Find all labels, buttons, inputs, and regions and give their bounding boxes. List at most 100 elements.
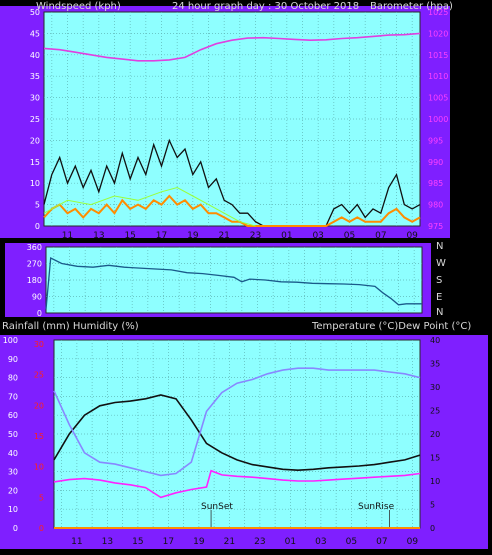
rainfall-tick-label: 20 [34,401,44,410]
barometer-line [43,32,421,62]
wind-average-line [43,194,421,227]
rain-humidity-label: Rainfall (mm) Humidity (%) [2,321,139,332]
humidity-tick-label: 30 [8,468,18,477]
direction-label-e: E [436,292,442,303]
top-x-tick-label: 13 [93,231,104,241]
barometer-tick-label: 1025 [428,8,448,17]
windspeed-tick-label: 15 [30,158,40,167]
direction-label-s: S [436,275,442,286]
top-plot-area [43,11,421,227]
barometer-tick-label: 1015 [428,51,448,60]
windspeed-tick-label: 5 [35,201,40,210]
temperature-tick-label: 15 [430,454,440,463]
temperature-tick-label: 30 [430,383,440,392]
temperature-tick-label: 10 [430,477,440,486]
humidity-tick-label: 90 [8,355,18,364]
temperature-tick-label: 20 [430,430,440,439]
top-x-tick-label: 07 [375,231,386,241]
top-x-tick-label: 23 [250,231,261,241]
bottom-x-tick-label: 13 [102,537,113,547]
direction-plot-area [45,246,423,314]
windspeed-tick-label: 40 [30,51,40,60]
humidity-tick-label: 100 [3,336,18,345]
humidity-tick-label: 60 [8,411,18,420]
bottom-x-tick-label: 01 [285,537,296,547]
bottom-x-tick-label: 21 [224,537,235,547]
windspeed-tick-label: 0 [35,222,40,231]
direction-label-n-top: N [436,241,443,252]
bottom-x-tick-label: 23 [254,537,265,547]
temperature-tick-label: 25 [430,407,440,416]
dew-point-line [53,469,421,499]
barometer-tick-label: 1000 [428,115,448,124]
top-x-tick-label: 15 [124,231,135,241]
header-barometer-label: Barometer (hpa) [370,1,453,12]
temperature-line [53,394,421,472]
windspeed-tick-label: 25 [30,115,40,124]
top-x-tick-label: 01 [281,231,292,241]
top-x-tick-label: 09 [406,231,418,241]
top-x-tick-label: 17 [156,231,167,241]
temperature-tick-label: 40 [430,336,440,345]
humidity-tick-label: 10 [8,505,18,514]
bottom-x-tick-label: 05 [346,537,357,547]
tick-labels: 0510152025303540455097598098599099510001… [3,8,449,547]
wind-extra-line [43,186,256,227]
barometer-tick-label: 975 [428,222,443,231]
windspeed-tick-label: 45 [30,29,40,38]
windspeed-tick-label: 10 [30,179,40,188]
direction-tick-label: 0 [37,309,42,318]
rainfall-tick-label: 15 [34,432,44,441]
windspeed-tick-label: 50 [30,8,40,17]
grid-lines [44,12,422,528]
windspeed-tick-label: 35 [30,72,40,81]
barometer-tick-label: 995 [428,136,443,145]
direction-label-n-bottom: N [436,307,443,318]
top-x-tick-label: 03 [312,231,323,241]
humidity-tick-label: 0 [13,524,18,533]
barometer-tick-label: 980 [428,201,443,210]
rainfall-tick-label: 5 [39,493,44,502]
rainfall-tick-label: 0 [39,524,44,533]
direction-tick-label: 90 [32,293,42,302]
rainfall-tick-label: 10 [34,463,44,472]
barometer-tick-label: 1020 [428,29,448,38]
sunset-label: SunSet [201,502,233,512]
humidity-tick-label: 50 [8,430,18,439]
direction-tick-label: 270 [27,260,42,269]
direction-tick-label: 360 [27,243,42,252]
humidity-tick-label: 70 [8,392,18,401]
sunrise-label: SunRise [358,502,395,512]
barometer-tick-label: 990 [428,158,443,167]
bottom-x-tick-label: 17 [163,537,174,547]
temperature-tick-label: 5 [430,501,435,510]
rainfall-tick-label: 30 [34,340,44,349]
header-windspeed-label: Windspeed (kph) [36,1,121,12]
bottom-x-tick-label: 09 [407,537,419,547]
top-x-tick-label: 05 [344,231,355,241]
wind-direction-line [45,256,422,310]
barometer-tick-label: 1010 [428,72,448,81]
temperature-tick-label: 0 [430,524,435,533]
humidity-tick-label: 40 [8,449,18,458]
barometer-tick-label: 1005 [428,94,448,103]
direction-tick-label: 180 [27,276,42,285]
bottom-x-tick-label: 15 [132,537,143,547]
header-graph-title: 24 hour graph day : 30 October 2018 [172,1,359,12]
humidity-tick-label: 20 [8,486,18,495]
barometer-tick-label: 985 [428,179,443,188]
temperature-dewpoint-label: Temperature (°C)Dew Point (°C) [311,321,471,332]
windspeed-tick-label: 20 [30,136,40,145]
bottom-x-tick-label: 11 [71,537,82,547]
top-x-tick-label: 11 [62,231,73,241]
direction-label-w: W [436,258,446,269]
humidity-tick-label: 80 [8,374,18,383]
top-x-tick-label: 19 [187,231,199,241]
windspeed-tick-label: 30 [30,94,40,103]
rainfall-tick-label: 25 [34,371,44,380]
bottom-x-tick-label: 03 [315,537,326,547]
bottom-x-tick-label: 19 [193,537,205,547]
bottom-panel-right-edge [430,335,488,549]
